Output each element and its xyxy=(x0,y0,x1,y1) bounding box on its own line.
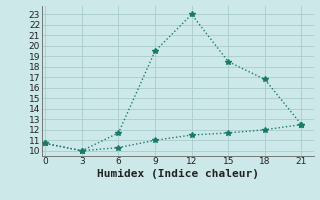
X-axis label: Humidex (Indice chaleur): Humidex (Indice chaleur) xyxy=(97,169,259,179)
